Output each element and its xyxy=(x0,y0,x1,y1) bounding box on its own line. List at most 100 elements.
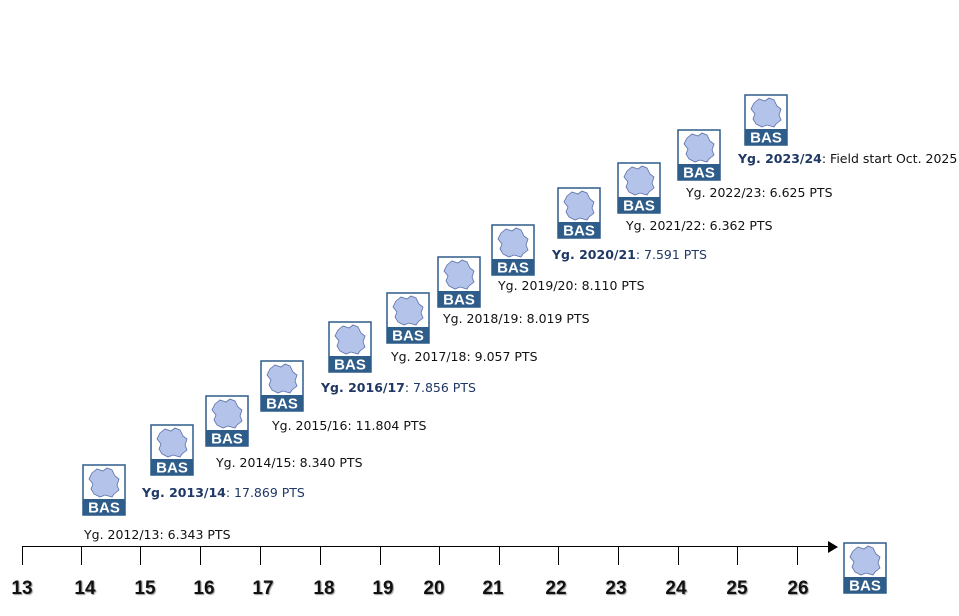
bas-logo-2013-14: BAS xyxy=(150,424,194,476)
axis-tick xyxy=(260,546,261,565)
logo-text: BAS xyxy=(750,130,782,147)
logo-text: BAS xyxy=(563,223,595,240)
logo-text: BAS xyxy=(623,198,655,215)
bas-logo-graphic: BAS xyxy=(744,94,788,146)
logo-text: BAS xyxy=(88,500,120,517)
cohort-label-2012-13: Yg. 2012/13: 6.343 PTS xyxy=(84,527,231,542)
axis-tick-label: 25 xyxy=(726,578,748,599)
axis-tick xyxy=(797,546,798,565)
bavaria-map-icon xyxy=(392,295,424,326)
logo-band xyxy=(492,259,534,275)
logo-band xyxy=(745,129,787,145)
bavaria-map-icon xyxy=(266,363,298,394)
axis-tick xyxy=(200,546,201,565)
logo-band xyxy=(151,459,193,475)
logo-text: BAS xyxy=(497,260,529,277)
bas-logo-graphic: BAS xyxy=(205,395,249,447)
bas-logo-graphic: BAS xyxy=(491,224,535,276)
axis-tick-label: 13 xyxy=(11,578,33,599)
logo-band xyxy=(387,327,429,343)
bas-logo-graphic: BAS xyxy=(677,129,721,181)
bas-logo-2012-13: BAS xyxy=(82,464,126,516)
axis-tick-label: 19 xyxy=(372,578,394,599)
axis-tick xyxy=(81,546,82,565)
bas-logo-graphic: BAS xyxy=(386,292,430,344)
axis-tick-label: 14 xyxy=(74,578,96,599)
bas-logo-2022-23: BAS xyxy=(677,129,721,181)
logo-text: BAS xyxy=(683,165,715,182)
bas-logo-2015-16: BAS xyxy=(260,360,304,412)
cohort-label-2016-17: Yg. 2016/17: 7.856 PTS xyxy=(321,380,476,395)
bavaria-map-icon xyxy=(497,227,529,258)
bas-logo-2017-18: BAS xyxy=(386,292,430,344)
logo-band xyxy=(261,395,303,411)
bavaria-map-icon xyxy=(443,259,475,290)
logo-text: BAS xyxy=(156,460,188,477)
axis-tick-label: 16 xyxy=(193,578,215,599)
bas-logo-2023-24: BAS xyxy=(744,94,788,146)
bavaria-map-icon xyxy=(683,132,715,163)
bavaria-map-icon xyxy=(156,427,188,458)
logo-band xyxy=(618,197,660,213)
logo-text: BAS xyxy=(211,431,243,448)
bas-logo-graphic: BAS xyxy=(150,424,194,476)
axis-tick xyxy=(737,546,738,565)
axis-tick-label: 23 xyxy=(605,578,627,599)
bas-logo-2018-19: BAS xyxy=(437,256,481,308)
bavaria-map-icon xyxy=(88,467,120,498)
bas-logo-2016-17: BAS xyxy=(328,321,372,373)
bavaria-map-icon xyxy=(849,545,881,576)
axis-tick xyxy=(320,546,321,565)
logo-band xyxy=(844,577,886,593)
axis-tick xyxy=(22,546,23,565)
axis-tick-label: 17 xyxy=(252,578,274,599)
axis-tick-label: 15 xyxy=(134,578,156,599)
bas-logo-2021-22: BAS xyxy=(617,162,661,214)
bas-logo-graphic: BAS xyxy=(260,360,304,412)
axis-tick xyxy=(439,546,440,565)
bavaria-map-icon xyxy=(334,324,366,355)
bavaria-map-icon xyxy=(623,165,655,196)
axis-tick-label: 20 xyxy=(423,578,445,599)
logo-text: BAS xyxy=(266,396,298,413)
axis-tick-label: 18 xyxy=(313,578,335,599)
logo-text: BAS xyxy=(392,328,424,345)
bavaria-map-icon xyxy=(563,190,595,221)
cohort-label-2013-14: Yg. 2013/14: 17.869 PTS xyxy=(142,485,305,500)
logo-text: BAS xyxy=(334,357,366,374)
cohort-label-2015-16: Yg. 2015/16: 11.804 PTS xyxy=(272,418,427,433)
bas-logo-end: BAS xyxy=(843,542,887,594)
axis-tick xyxy=(499,546,500,565)
logo-text: BAS xyxy=(849,578,881,595)
bas-logo-graphic: BAS xyxy=(328,321,372,373)
axis-tick-label: 21 xyxy=(482,578,504,599)
axis-tick xyxy=(558,546,559,565)
axis-tick xyxy=(618,546,619,565)
bas-logo-graphic: BAS xyxy=(82,464,126,516)
axis-tick-label: 22 xyxy=(545,578,567,599)
bavaria-map-icon xyxy=(211,398,243,429)
bas-logo-graphic: BAS xyxy=(617,162,661,214)
bas-logo-graphic: BAS xyxy=(557,187,601,239)
cohort-label-2023-24: Yg. 2023/24: Field start Oct. 2025 xyxy=(738,151,958,166)
bavaria-map-icon xyxy=(750,97,782,128)
logo-band xyxy=(206,430,248,446)
cohort-label-2017-18: Yg. 2017/18: 9.057 PTS xyxy=(391,349,538,364)
axis-tick xyxy=(140,546,141,565)
bas-logo-graphic: BAS xyxy=(843,542,887,594)
logo-band xyxy=(558,222,600,238)
axis-tick xyxy=(678,546,679,565)
timeline-arrowhead xyxy=(828,541,838,553)
logo-band xyxy=(678,164,720,180)
timeline-axis xyxy=(22,546,830,547)
cohort-label-2018-19: Yg. 2018/19: 8.019 PTS xyxy=(443,311,590,326)
bas-logo-2014-15: BAS xyxy=(205,395,249,447)
cohort-label-2021-22: Yg. 2021/22: 6.362 PTS xyxy=(626,218,773,233)
cohort-label-2019-20: Yg. 2019/20: 8.110 PTS xyxy=(498,278,645,293)
bas-logo-2019-20: BAS xyxy=(491,224,535,276)
logo-band xyxy=(438,291,480,307)
cohort-label-2020-21: Yg. 2020/21: 7.591 PTS xyxy=(552,247,707,262)
axis-tick-label: 26 xyxy=(787,578,809,599)
cohort-label-2014-15: Yg. 2014/15: 8.340 PTS xyxy=(216,455,363,470)
logo-band xyxy=(83,499,125,515)
